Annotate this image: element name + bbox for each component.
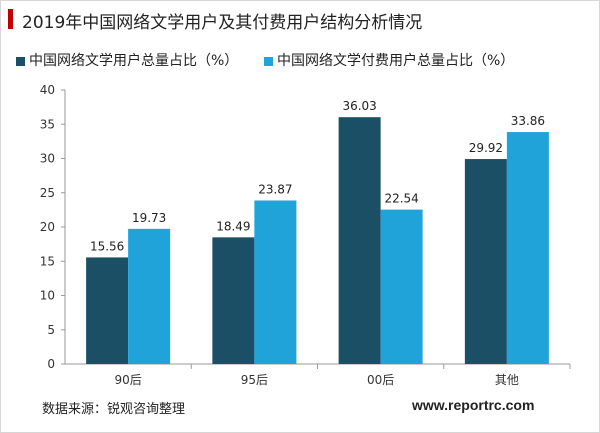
source-note: 数据来源：锐观咨询整理 [42,402,186,417]
y-tick-label: 25 [40,186,55,200]
x-category-label: 00后 [367,373,394,387]
bar-series-1 [464,159,507,364]
bar-series-2 [506,132,549,364]
title-accent-bar [8,9,13,29]
x-category-label: 95后 [241,373,268,387]
bar-series-2 [254,200,297,364]
bar-series-2 [128,228,171,364]
y-tick-label: 10 [40,289,55,303]
legend-swatch-series-1 [16,57,25,66]
bar-series-1 [338,117,381,365]
y-tick-label: 15 [40,254,55,268]
y-tick-label: 5 [47,323,55,337]
chart-title: 2019年中国网络文学用户及其付费用户结构分析情况 [22,13,423,33]
data-label: 33.86 [511,114,545,128]
data-label: 22.54 [384,192,418,206]
legend-label-series-2: 中国网络文学付费用户总量占比（%） [277,53,515,69]
data-label: 23.87 [258,182,292,196]
data-label: 29.92 [469,141,503,155]
legend-swatch-series-2 [264,57,273,66]
data-label: 36.03 [342,99,376,113]
data-label: 19.73 [132,211,166,225]
bar-series-1 [212,237,255,364]
x-category-label: 其他 [495,373,519,387]
y-tick-label: 20 [40,220,55,234]
legend-label-series-1: 中国网络文学用户总量占比（%） [29,53,239,69]
data-label: 15.56 [90,239,124,253]
y-tick-label: 35 [40,117,55,131]
website-url: www.reportrc.com [412,397,535,413]
y-tick-label: 40 [40,83,55,97]
x-category-label: 90后 [114,373,141,387]
data-label: 18.49 [216,219,250,233]
bar-series-2 [380,209,423,364]
bar-series-1 [86,257,129,364]
y-tick-label: 30 [40,152,55,166]
y-tick-label: 0 [47,357,55,371]
